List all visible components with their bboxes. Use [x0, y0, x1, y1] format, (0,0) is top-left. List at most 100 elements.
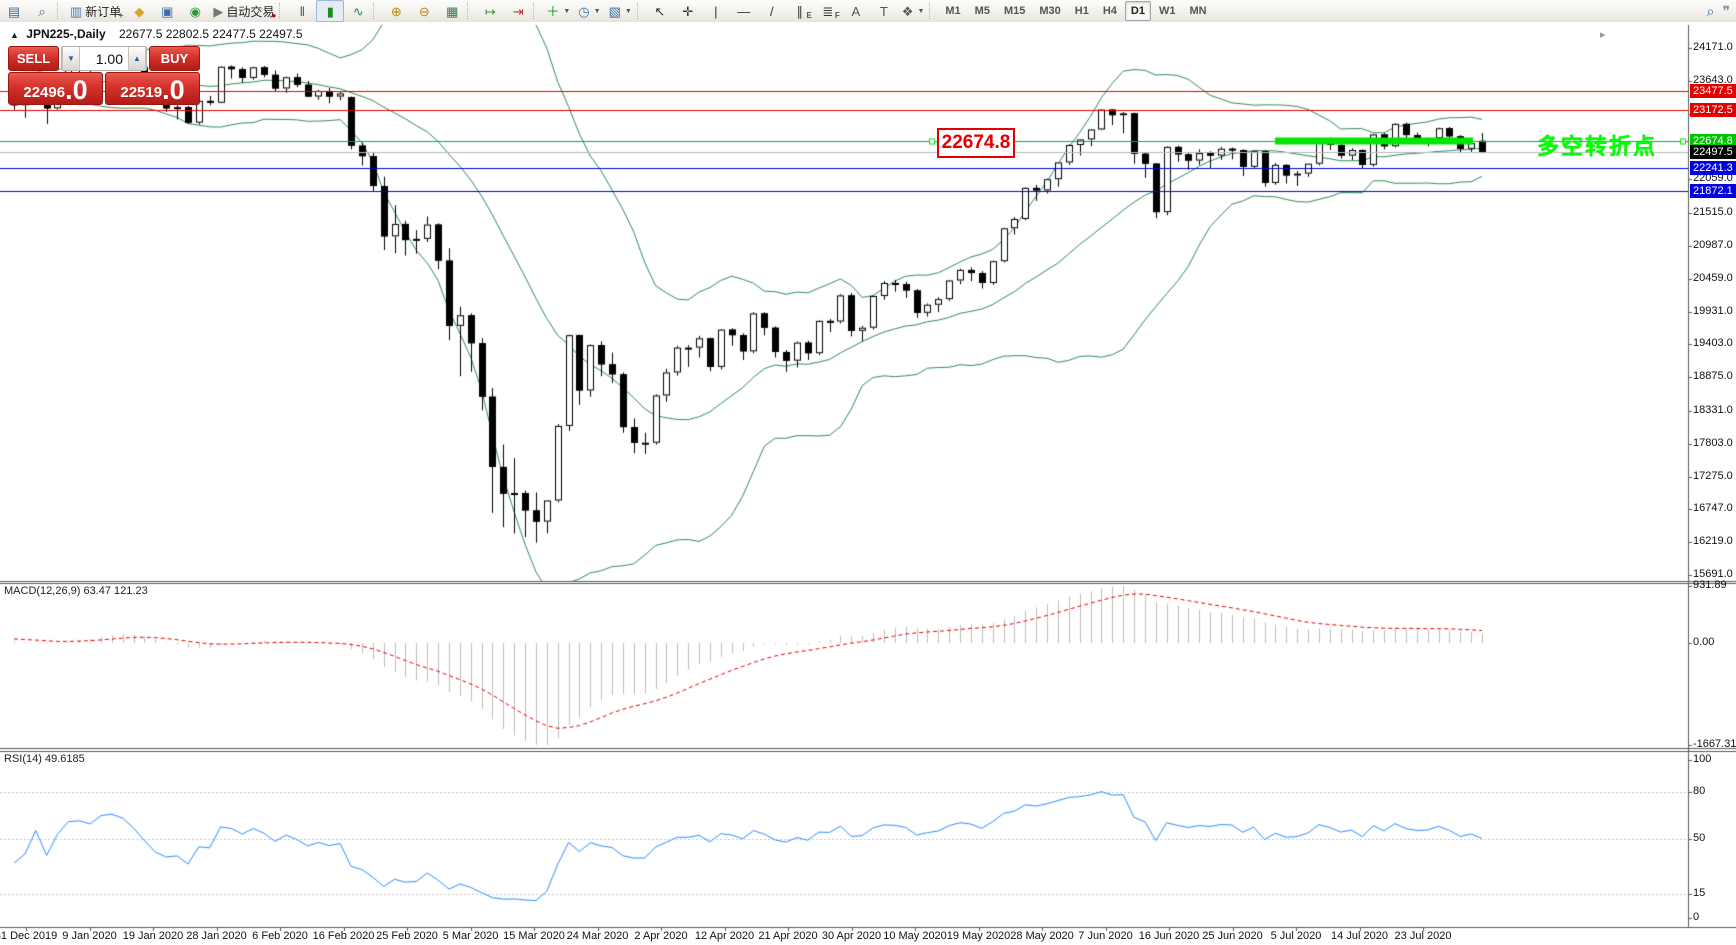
periods-button[interactable]: ◷ ▼ — [574, 0, 604, 22]
rsi-tick-label: 80 — [1693, 785, 1706, 797]
turning-point-annotation: 多空转折点 — [1537, 134, 1658, 159]
zoom-in-glyph: ⊕ — [390, 3, 402, 19]
timeframe-h4-button[interactable]: H4 — [1102, 5, 1117, 17]
price-level-badge: 22241.3 — [1690, 161, 1736, 175]
chart-header: ▲ JPN225-,Daily 22677.5 22802.5 22477.5 … — [10, 27, 303, 41]
autotrading-glyph: ▶ — [213, 3, 224, 19]
metaeditor-icon[interactable]: ◆ — [125, 0, 153, 22]
price-tick-label: 19931.0 — [1693, 305, 1733, 317]
macd-indicator-label: MACD(12,26,9) 63.47 121.23 — [4, 585, 148, 597]
chart-canvas[interactable] — [0, 22, 1736, 945]
date-tick-label: 5 Jul 2020 — [1270, 930, 1322, 942]
autotrading-button[interactable]: ▶ ● 自动交易 — [209, 0, 278, 22]
metaeditor-icon-glyph: ◆ — [134, 3, 145, 19]
chat-icon[interactable]: ❞ — [1722, 2, 1730, 19]
price-tick-label: 17803.0 — [1693, 437, 1733, 449]
zoom-in-button[interactable]: ⊕ — [382, 0, 410, 22]
toolbar-separator — [467, 3, 475, 19]
bar-chart-button[interactable]: ‖ — [288, 0, 316, 22]
dropdown-arrow-icon[interactable]: ▼ — [917, 7, 925, 15]
search-icon[interactable]: ⌕ — [1706, 2, 1715, 19]
templates-glyph: ▧ — [608, 3, 621, 19]
line-chart-glyph: ∿ — [352, 3, 364, 19]
price-tick-label: 19403.0 — [1693, 337, 1733, 349]
timeframe-m5-button[interactable]: M5 — [974, 5, 990, 17]
volume-increase-button[interactable]: ▲ — [128, 47, 146, 70]
date-tick-label: 28 May 2020 — [1010, 930, 1074, 942]
templates-button[interactable]: ▧ ▼ — [605, 0, 636, 22]
price-tick-label: 18875.0 — [1693, 370, 1733, 382]
date-tick-label: 15 Mar 2020 — [503, 930, 565, 942]
date-tick-label: 16 Jun 2020 — [1138, 930, 1200, 942]
volume-decrease-button[interactable]: ▼ — [62, 47, 80, 70]
indicators-button[interactable]: ＋ ▼ — [542, 0, 574, 22]
macd-tick-label: 0.00 — [1693, 636, 1715, 648]
chart-shift-button[interactable]: ⇥ — [504, 0, 532, 22]
toolbar-separator — [57, 3, 65, 19]
fibonacci-button[interactable]: ≣ F — [814, 0, 842, 22]
trendline-button[interactable]: / — [758, 0, 786, 22]
crosshair-button[interactable]: ✛ — [674, 0, 702, 22]
line-chart-button[interactable]: ∿ — [344, 0, 372, 22]
price-tick-label: 24171.0 — [1693, 41, 1733, 53]
market-watch-icon[interactable]: ▤ — [0, 0, 28, 22]
date-tick-label: 9 Jan 2020 — [62, 930, 117, 942]
periods-glyph: ◷ — [578, 3, 590, 19]
candlestick-glyph: ▮ — [326, 3, 334, 19]
price-callout[interactable]: 22674.8 — [937, 128, 1015, 158]
buy-price-pips: .0 — [162, 75, 185, 105]
date-tick-label: 23 Jul 2020 — [1394, 930, 1452, 942]
buy-button[interactable]: BUY — [149, 46, 200, 71]
tile-windows-button[interactable]: ▦ — [438, 0, 466, 22]
volume-input[interactable]: 1.00 — [95, 50, 123, 67]
candlestick-button[interactable]: ▮ — [316, 0, 345, 22]
cursor-glyph: ↖ — [654, 3, 666, 19]
collapse-panel-icon[interactable]: ▲ — [10, 30, 19, 40]
fibonacci-glyph: ≣ — [822, 3, 834, 19]
sell-button[interactable]: SELL — [8, 46, 59, 71]
date-tick-label: 5 Mar 2020 — [442, 930, 499, 942]
signals-icon[interactable]: ◉ — [181, 0, 209, 22]
signals-icon-glyph: ◉ — [189, 3, 201, 19]
timeframe-mn-button[interactable]: MN — [1189, 5, 1207, 17]
cursor-button[interactable]: ↖ — [646, 0, 674, 22]
sell-price-main: 22496 — [23, 84, 66, 101]
timeframe-m1-button[interactable]: M1 — [945, 5, 961, 17]
bar-chart-glyph: ‖ — [299, 3, 306, 19]
sell-price-display[interactable]: 22496 .0 — [8, 72, 103, 105]
data-window-icon[interactable]: ⌕ — [28, 0, 56, 22]
timeframe-h1-button[interactable]: H1 — [1074, 5, 1089, 17]
arrows-button[interactable]: ❖ ▼ — [898, 0, 929, 22]
auto-scroll-button[interactable]: ↦ — [476, 0, 504, 22]
navigator-icon[interactable]: ▣ — [153, 0, 181, 22]
timeframe-m30-button[interactable]: M30 — [1039, 5, 1061, 17]
vertical-line-button[interactable]: | — [702, 0, 730, 22]
buy-price-display[interactable]: 22519 .0 — [105, 72, 200, 105]
zoom-out-button[interactable]: ⊖ — [410, 0, 438, 22]
toolbar-separator — [533, 3, 541, 19]
indicators-glyph: ＋ — [546, 3, 560, 19]
text-label-button[interactable]: T — [870, 0, 898, 22]
rsi-tick-label: 100 — [1693, 753, 1712, 765]
new-order-button-label: 新订单 — [85, 4, 122, 19]
dropdown-arrow-icon[interactable]: ▼ — [593, 7, 601, 15]
chart-shift-marker: ▸ — [1600, 29, 1606, 41]
horizontal-line-button[interactable]: — — [730, 0, 758, 22]
timeframe-d1-button[interactable]: D1 — [1124, 1, 1151, 21]
date-tick-label: 6 Feb 2020 — [252, 930, 308, 942]
symbol-period-label: JPN225-,Daily — [26, 27, 106, 41]
new-order-button[interactable]: ▥ + 新订单 — [66, 0, 125, 22]
toolbar-separator — [636, 3, 645, 19]
dropdown-arrow-icon[interactable]: ▼ — [563, 7, 571, 15]
price-tick-label: 17275.0 — [1693, 470, 1733, 482]
price-tick-label: 16747.0 — [1693, 502, 1733, 514]
text-button[interactable]: A — [842, 0, 870, 22]
dropdown-arrow-icon[interactable]: ▼ — [624, 7, 632, 15]
data-window-icon-glyph: ⌕ — [38, 3, 46, 19]
equidistant-channel-button[interactable]: ∥ E — [786, 0, 814, 22]
timeframe-w1-button[interactable]: W1 — [1158, 5, 1176, 17]
timeframe-m15-button[interactable]: M15 — [1003, 5, 1026, 17]
toolbar-right-icons: ⌕ ❞ — [1707, 3, 1736, 20]
main-toolbar: ▤ ⌕ ▥ + 新订单 ◆ ▣ ◉ ▶ ● 自动交易 ‖ ▮ ∿ ⊕ ⊖ ▦ ↦ ⇥ ＋ ▼ ◷ ▼ ▧ ▼ ↖ ✛ | — / ∥ E ≣ F A… — [0, 0, 1736, 23]
date-tick-label: 16 Feb 2020 — [312, 930, 375, 942]
